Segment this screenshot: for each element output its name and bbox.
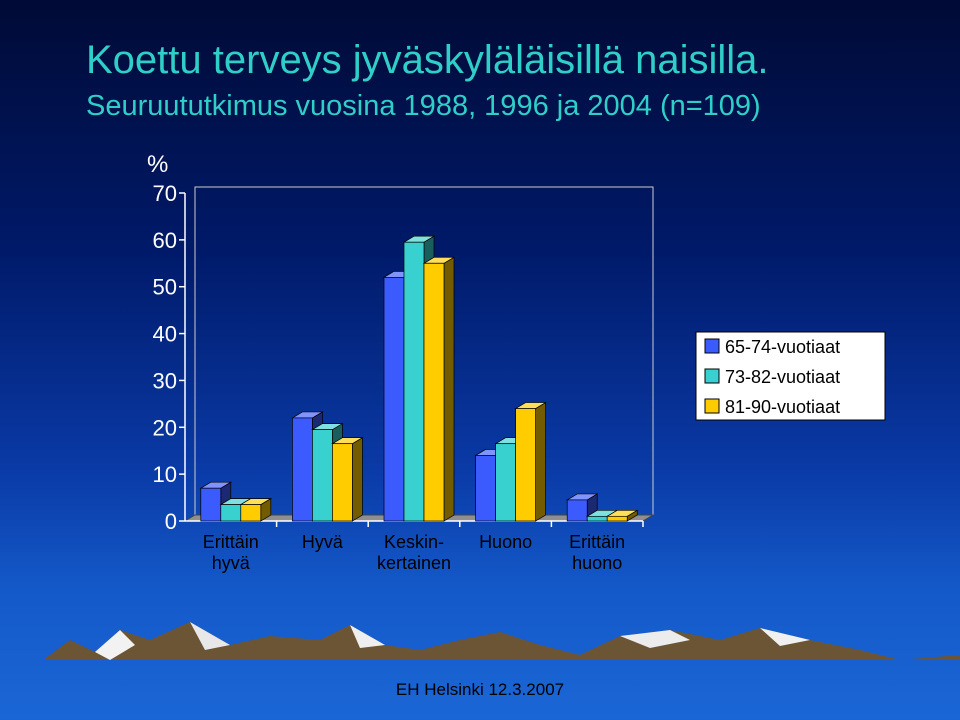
bar-front	[292, 417, 313, 522]
bar	[422, 256, 456, 522]
y-tick-label: 20	[153, 415, 177, 440]
bar	[331, 437, 364, 522]
x-tick-label: Huono	[479, 532, 532, 552]
y-tick-label: 30	[153, 368, 177, 393]
y-tick-label: 50	[153, 275, 177, 300]
bar-front	[200, 487, 222, 522]
bar-side	[535, 401, 546, 522]
bar-chart: 0 10 20 30 40 50 60 70% Erittäin hyvä Hyvä Keskin-k…	[43, 151, 960, 660]
bar-front	[240, 504, 262, 522]
bar-front	[312, 429, 333, 522]
slide-title: Koettu terveys jyväskyläläisillä naisill…	[86, 38, 769, 82]
y-axis-label: %	[147, 151, 168, 178]
legend-label: 65-74-vuotiaat	[725, 337, 840, 357]
bar-front	[332, 443, 353, 522]
legend-swatch	[704, 368, 720, 384]
y-tick-label: 70	[153, 181, 177, 206]
bar-side	[443, 256, 455, 522]
y-tick-label: 40	[153, 322, 177, 347]
bar-front	[475, 455, 496, 522]
legend-swatch	[704, 398, 720, 414]
legend-swatch	[704, 338, 720, 354]
x-tick-label: Keskin-kertainen	[377, 532, 451, 573]
y-tick-label: 10	[153, 462, 177, 487]
y-tick-label: 60	[153, 228, 177, 253]
bar-front	[566, 499, 588, 522]
legend-label: 73-82-vuotiaat	[725, 367, 840, 387]
mountains-decoration	[43, 622, 960, 660]
bar	[605, 509, 639, 522]
bar-front	[423, 262, 445, 522]
x-tick-label: Erittäin hyvä	[203, 532, 259, 573]
bar-front	[515, 408, 536, 522]
bar-front	[606, 515, 628, 522]
x-tick-label: Erittäin huono	[569, 532, 625, 573]
bar-front	[403, 241, 425, 522]
bar	[239, 497, 273, 522]
legend-box	[695, 331, 886, 421]
bar-front	[220, 504, 242, 522]
bar-front	[383, 276, 405, 522]
footer-text: EH Helsinki 12.3.2007	[395, 680, 565, 699]
legend-label: 81-90-vuotiaat	[725, 397, 840, 417]
y-tick-label: 0	[165, 509, 177, 534]
bar	[514, 401, 547, 522]
bar-front	[586, 515, 608, 522]
slide-subtitle: Seuruututkimus vuosina 1988, 1996 ja 200…	[86, 90, 761, 122]
bar-front	[495, 443, 516, 522]
x-tick-label: Hyvä	[302, 532, 344, 552]
bar-side	[352, 437, 363, 522]
